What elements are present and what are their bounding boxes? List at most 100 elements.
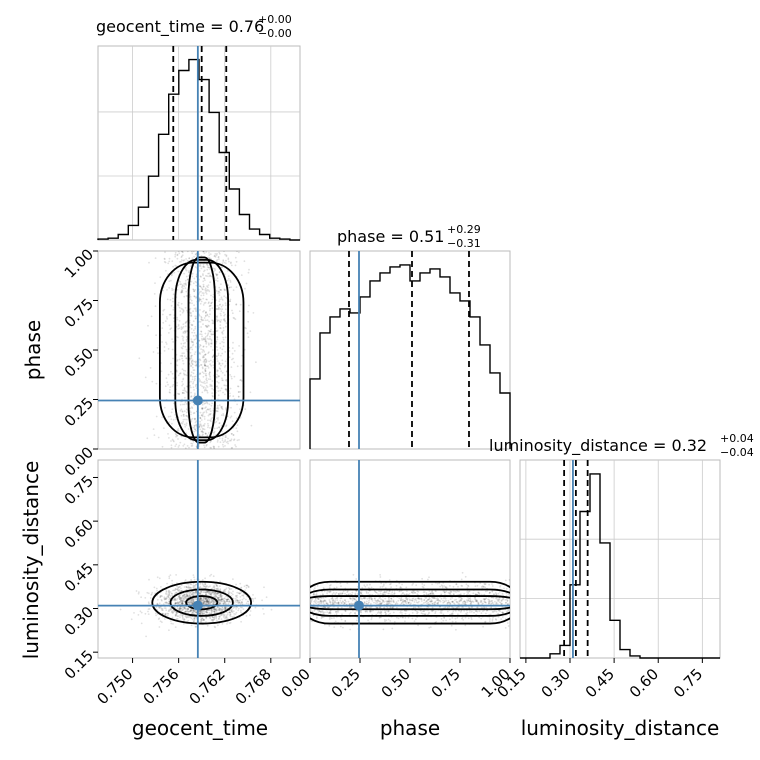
contours — [151, 580, 252, 625]
scatter-point — [206, 390, 209, 392]
scatter-point — [199, 597, 202, 600]
scatter-point — [169, 608, 172, 611]
scatter-point — [205, 374, 208, 377]
scatter-point — [420, 609, 422, 612]
scatter-point — [190, 360, 193, 363]
scatter-point — [207, 365, 209, 368]
scatter-point — [385, 609, 388, 612]
scatter-point — [213, 611, 216, 614]
scatter-point — [448, 601, 451, 604]
scatter-point — [425, 600, 428, 603]
scatter-point — [349, 597, 351, 599]
scatter-point — [205, 432, 207, 435]
scatter-point — [386, 600, 389, 603]
scatter-point — [240, 609, 242, 612]
scatter-point — [400, 599, 403, 601]
scatter-point — [210, 600, 213, 603]
scatter-point — [215, 592, 218, 595]
scatter-point — [476, 600, 478, 603]
scatter-point — [230, 592, 233, 595]
scatter-point — [200, 326, 203, 328]
scatter-point — [496, 598, 499, 601]
scatter-point — [181, 410, 184, 412]
scatter-point — [226, 270, 229, 272]
scatter-point — [411, 591, 413, 594]
scatter-point — [216, 370, 219, 373]
scatter-point — [379, 606, 381, 609]
scatter-point — [177, 602, 179, 604]
scatter-point — [220, 598, 223, 601]
scatter-point — [387, 618, 390, 621]
scatter-point — [177, 325, 180, 327]
scatter-point — [402, 616, 404, 619]
scatter-point — [236, 601, 238, 603]
scatter-point — [202, 251, 205, 253]
scatter-point — [405, 598, 408, 601]
scatter-point — [401, 592, 404, 595]
scatter-point — [177, 446, 180, 448]
scatter-point — [490, 600, 493, 602]
scatter-point — [193, 353, 196, 355]
scatter-point — [245, 282, 248, 285]
scatter-point — [181, 355, 184, 357]
scatter-point — [225, 436, 228, 438]
scatter-point — [212, 610, 215, 613]
scatter-point — [252, 594, 254, 596]
scatter-point — [203, 362, 206, 365]
scatter-point — [181, 285, 184, 288]
scatter-point — [205, 410, 208, 412]
scatter-point — [169, 389, 171, 391]
scatter-point — [161, 416, 164, 419]
scatter-point — [371, 597, 374, 600]
scatter-point — [223, 251, 225, 253]
scatter-point — [183, 285, 186, 288]
scatter-point — [238, 439, 240, 441]
scatter-point — [228, 286, 231, 289]
scatter-point — [220, 354, 222, 357]
scatter-point — [434, 600, 437, 603]
scatter-point — [414, 618, 417, 621]
scatter-point — [212, 322, 215, 325]
scatter-point — [214, 253, 217, 255]
scatter-point — [231, 433, 233, 435]
scatter-point — [475, 610, 477, 612]
scatter-point — [207, 408, 209, 411]
scatter-point — [218, 306, 220, 309]
scatter-point — [340, 606, 343, 609]
scatter-point — [217, 387, 220, 389]
scatter-point — [190, 391, 193, 394]
scatter-point — [230, 375, 233, 378]
scatter-point — [185, 422, 188, 425]
scatter-point — [178, 597, 181, 600]
scatter-point — [166, 595, 169, 598]
scatter-point — [433, 597, 436, 599]
scatter-point — [206, 386, 209, 388]
scatter-point — [239, 592, 242, 594]
scatter-point — [506, 599, 509, 602]
scatter-point — [170, 444, 173, 447]
scatter-point — [237, 607, 240, 610]
scatter-point — [348, 606, 351, 608]
scatter-point — [164, 598, 167, 601]
scatter-point — [191, 600, 193, 603]
scatter-point — [193, 360, 195, 363]
scatter-point — [240, 587, 243, 589]
scatter-point — [434, 601, 437, 604]
scatter-point — [407, 616, 410, 619]
scatter-point — [351, 599, 354, 602]
scatter-point — [183, 606, 185, 608]
scatter-point — [137, 614, 140, 616]
scatter-point — [211, 598, 214, 601]
scatter-point — [226, 279, 229, 282]
scatter-point — [165, 597, 168, 599]
scatter-point — [193, 307, 196, 310]
scatter-point — [227, 586, 230, 589]
scatter-point — [160, 607, 163, 610]
scatter-point — [231, 447, 234, 449]
scatter-point — [388, 599, 390, 602]
scatter-point — [209, 427, 211, 429]
scatter-point — [472, 601, 475, 603]
scatter-point — [458, 590, 461, 593]
scatter-point — [218, 422, 221, 424]
scatter-point — [335, 602, 337, 604]
